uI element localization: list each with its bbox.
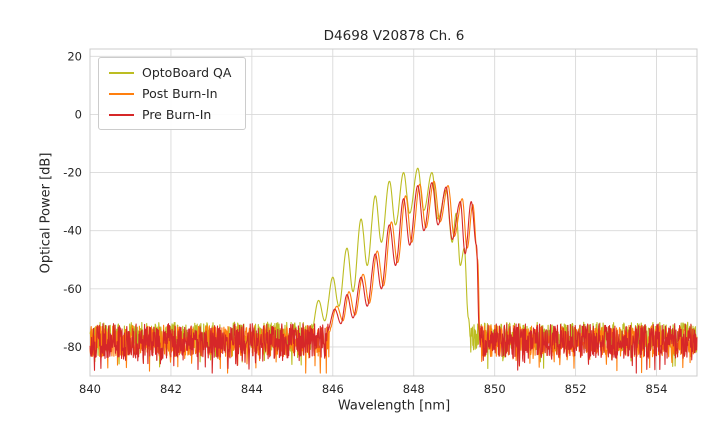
legend-label: Post Burn-In xyxy=(142,86,218,101)
legend-line-swatch-optoboard-qa xyxy=(109,71,134,74)
legend-label: OptoBoard QA xyxy=(142,65,232,80)
legend-line-swatch-pre-burn-in xyxy=(109,113,134,116)
svg-text:848: 848 xyxy=(403,382,425,396)
legend-item: Post Burn-In xyxy=(109,86,231,101)
svg-text:842: 842 xyxy=(160,382,182,396)
x-axis-label: Wavelength [nm] xyxy=(337,398,451,414)
svg-text:20: 20 xyxy=(67,49,82,63)
svg-text:850: 850 xyxy=(484,382,506,396)
svg-text:852: 852 xyxy=(565,382,587,396)
legend: OptoBoard QA Post Burn-In Pre Burn-In xyxy=(98,57,247,130)
y-axis-label: Optical Power [dB] xyxy=(38,152,54,274)
svg-text:-40: -40 xyxy=(63,224,82,238)
svg-text:844: 844 xyxy=(241,382,263,396)
chart-title: D4698 V20878 Ch. 6 xyxy=(323,28,465,44)
svg-text:-60: -60 xyxy=(63,282,82,296)
svg-text:846: 846 xyxy=(322,382,344,396)
legend-label: Pre Burn-In xyxy=(142,107,212,122)
svg-text:-20: -20 xyxy=(63,166,82,180)
svg-text:0: 0 xyxy=(75,107,82,121)
legend-line-swatch-post-burn-in xyxy=(109,92,134,95)
svg-text:-80: -80 xyxy=(63,340,82,354)
legend-item: Pre Burn-In xyxy=(109,107,231,122)
svg-text:840: 840 xyxy=(79,382,101,396)
legend-item: OptoBoard QA xyxy=(109,65,231,80)
svg-text:854: 854 xyxy=(646,382,668,396)
